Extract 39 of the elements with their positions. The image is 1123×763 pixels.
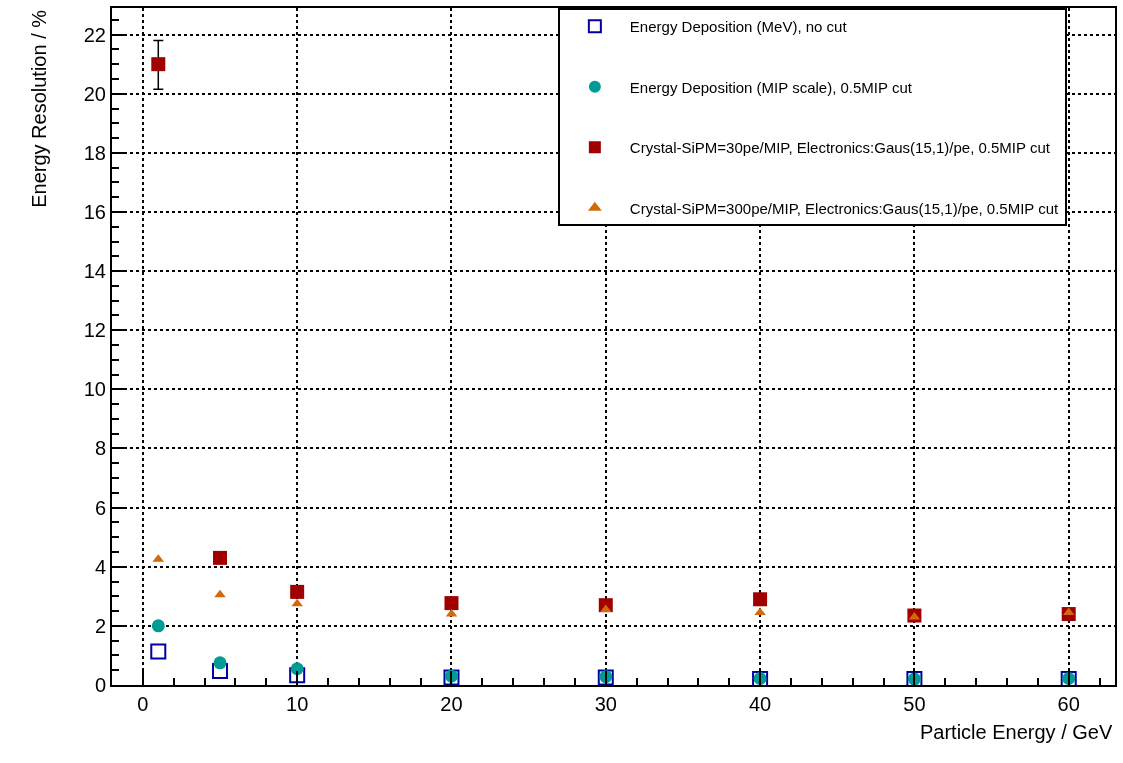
point: [213, 656, 227, 670]
y-tick-label: 8: [94, 437, 106, 460]
point: [290, 584, 305, 599]
point: [600, 604, 612, 613]
y-tick-label: 20: [83, 82, 106, 105]
point: [150, 643, 167, 660]
legend-label: Crystal-SiPM=30pe/MIP, Electronics:Gaus(15,1)/pe, 0.5MIP cut: [629, 139, 1051, 157]
point: [290, 662, 304, 676]
x-tick-label: 10: [286, 693, 309, 715]
point: [151, 57, 166, 72]
x-tick-label: 40: [748, 693, 772, 715]
y-tick-label: 18: [83, 141, 106, 164]
y-tick-label: 6: [94, 496, 106, 519]
y-tick-label: 0: [94, 674, 106, 696]
y-axis-title: Energy Resolution / %: [27, 9, 50, 208]
point: [291, 598, 303, 607]
y-tick-label: 4: [94, 555, 106, 578]
point: [753, 592, 768, 607]
point: [214, 589, 226, 598]
legend-label: Energy Deposition (MIP scale), 0.5MIP cut: [629, 78, 913, 96]
y-tick-label: 10: [83, 378, 106, 401]
x-axis-title: Particle Energy / GeV: [920, 721, 1113, 743]
y-tick-label: 14: [83, 260, 106, 283]
y-tick-label: 2: [94, 614, 106, 637]
y-tick-label: 12: [83, 319, 106, 342]
point: [289, 667, 306, 684]
point: [213, 550, 228, 565]
x-tick-label: 20: [440, 693, 463, 715]
y-tick-label: 16: [83, 200, 106, 223]
legend-label: Crystal-SiPM=300pe/MIP, Electronics:Gaus(15,1)/pe, 0.5MIP cut: [629, 199, 1060, 217]
x-tick-label: 0: [137, 693, 149, 715]
y-tick-label: 22: [83, 23, 106, 46]
x-tick-label: 30: [594, 693, 617, 715]
x-tick-label: 60: [1057, 693, 1080, 715]
point: [444, 596, 459, 611]
point: [151, 619, 165, 633]
legend-label: Energy Deposition (MeV), no cut: [629, 18, 848, 36]
point: [754, 607, 766, 616]
x-tick-label: 50: [903, 693, 926, 715]
